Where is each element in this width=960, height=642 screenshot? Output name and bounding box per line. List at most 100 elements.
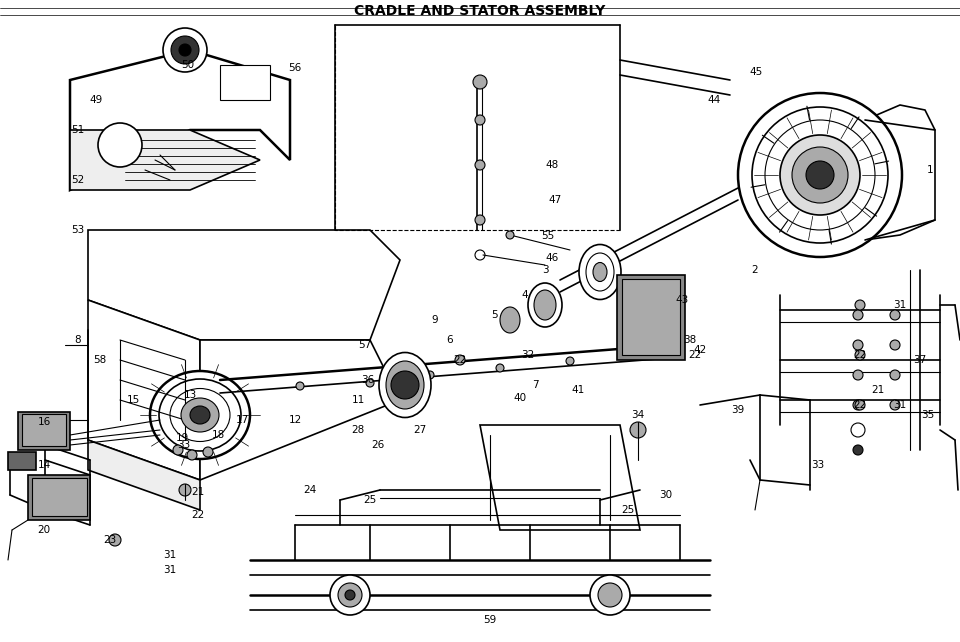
Text: 22: 22 [853,400,867,410]
Text: 30: 30 [660,490,673,500]
Circle shape [330,575,370,615]
Circle shape [855,300,865,310]
Circle shape [345,590,355,600]
Text: 43: 43 [676,295,688,305]
Polygon shape [200,340,400,480]
Ellipse shape [579,245,621,300]
Polygon shape [88,230,400,340]
Circle shape [806,161,834,189]
Circle shape [98,123,142,167]
Text: 14: 14 [37,460,51,470]
Text: 34: 34 [632,410,644,420]
Circle shape [338,583,362,607]
Text: 40: 40 [514,393,527,403]
Text: 7: 7 [532,380,539,390]
Polygon shape [88,300,200,480]
Bar [22,414,66,446]
Polygon shape [88,440,200,510]
Circle shape [179,484,191,496]
Ellipse shape [386,361,424,409]
Polygon shape [70,50,290,190]
Polygon shape [865,105,935,240]
Text: 33: 33 [811,460,825,470]
Text: 47: 47 [548,195,562,205]
Text: 59: 59 [484,615,496,625]
Circle shape [455,355,465,365]
Ellipse shape [181,398,219,432]
Circle shape [475,215,485,225]
Circle shape [792,147,848,203]
Text: 22: 22 [853,350,867,360]
Ellipse shape [534,290,556,320]
Circle shape [890,340,900,350]
Text: 3: 3 [541,265,548,275]
Text: 41: 41 [571,385,585,395]
Text: 53: 53 [71,225,84,235]
Text: 33: 33 [178,440,191,450]
Text: 5: 5 [492,310,498,320]
Text: 25: 25 [364,495,376,505]
Ellipse shape [593,263,607,281]
Text: 6: 6 [446,335,453,345]
Text: 22: 22 [191,510,204,520]
Text: 44: 44 [708,95,721,105]
Circle shape [366,379,374,387]
Text: 13: 13 [183,390,197,400]
Bar [28,475,90,520]
Circle shape [853,310,863,320]
Circle shape [391,371,419,399]
Text: 37: 37 [913,355,926,365]
Circle shape [890,400,900,410]
Text: 16: 16 [37,417,51,427]
Ellipse shape [379,352,431,417]
Text: 56: 56 [288,63,301,73]
Text: 23: 23 [104,535,116,545]
Text: 38: 38 [684,335,697,345]
Text: 15: 15 [127,395,139,405]
Circle shape [630,422,646,438]
Circle shape [566,357,574,365]
Text: 58: 58 [93,355,107,365]
Text: 11: 11 [351,395,365,405]
Circle shape [473,75,487,89]
Text: 50: 50 [181,60,195,70]
Text: 18: 18 [211,430,225,440]
Circle shape [630,335,640,345]
Polygon shape [480,425,640,530]
Ellipse shape [190,406,210,424]
Bar [18,412,70,450]
Text: 4: 4 [521,290,528,300]
Circle shape [590,575,630,615]
Bar [220,65,270,100]
Polygon shape [70,130,260,190]
Text: 46: 46 [545,253,559,263]
Circle shape [890,370,900,380]
Text: CRADLE AND STATOR ASSEMBLY: CRADLE AND STATOR ASSEMBLY [354,4,606,18]
Circle shape [203,447,213,457]
Text: 32: 32 [521,350,535,360]
Text: 21: 21 [872,385,884,395]
Circle shape [179,44,191,56]
Text: 31: 31 [163,550,177,560]
Text: 36: 36 [361,375,374,385]
Text: 26: 26 [372,440,385,450]
Text: 21: 21 [191,487,204,497]
Ellipse shape [528,283,562,327]
Text: 57: 57 [358,340,372,350]
Text: 31: 31 [163,565,177,575]
Text: 22: 22 [688,350,702,360]
Text: 12: 12 [288,415,301,425]
Circle shape [655,290,665,300]
Ellipse shape [500,307,520,333]
Text: 2: 2 [752,265,758,275]
Text: 8: 8 [75,335,82,345]
Circle shape [109,534,121,546]
Circle shape [187,450,197,460]
Text: 17: 17 [235,415,249,425]
Circle shape [855,400,865,410]
Bar [8,452,36,470]
Text: 19: 19 [176,433,188,443]
Text: 27: 27 [414,425,426,435]
Text: 22: 22 [453,355,467,365]
Circle shape [738,93,902,257]
